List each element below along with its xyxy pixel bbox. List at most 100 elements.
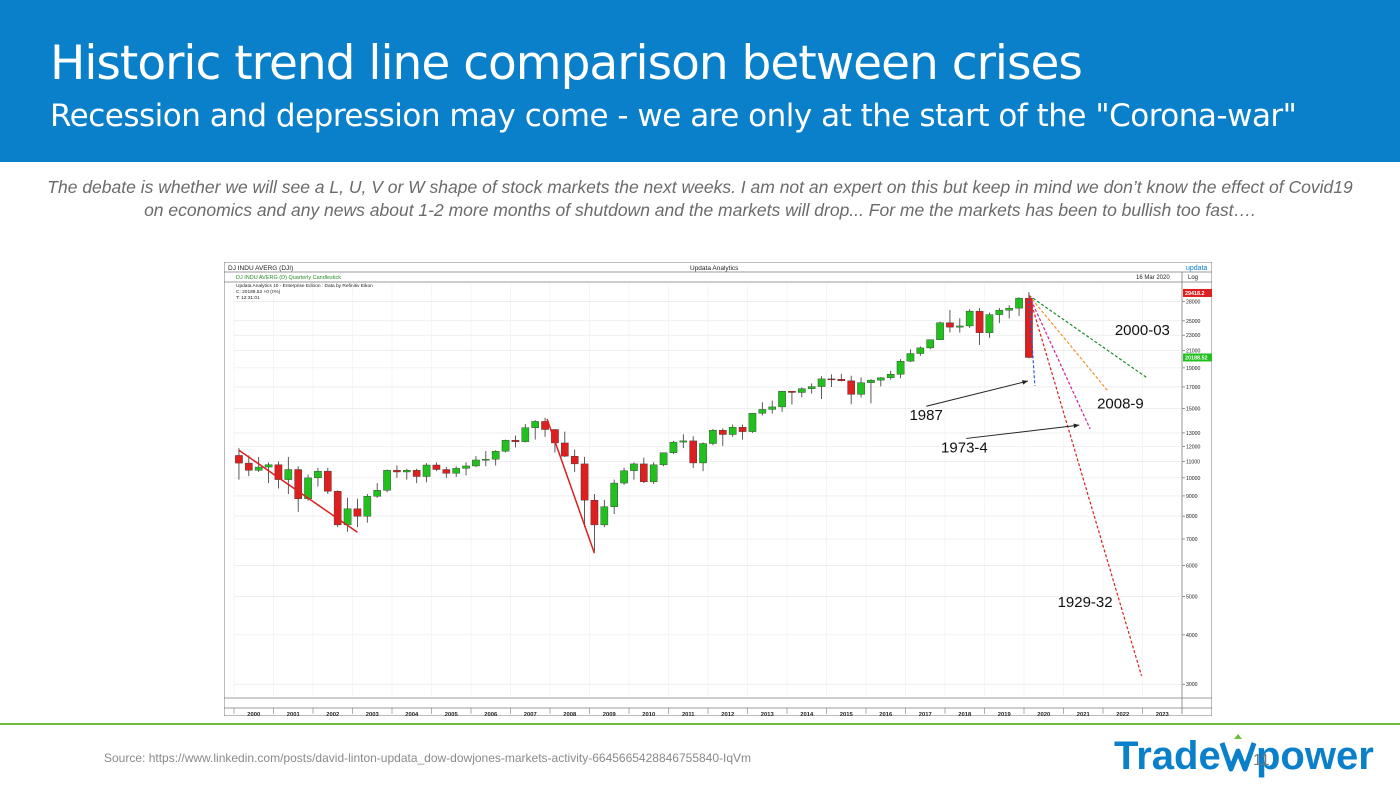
x-tick-label: 2000 (247, 712, 260, 716)
candle-body (363, 496, 372, 517)
candle-body (817, 378, 826, 387)
candle-body (798, 388, 806, 393)
candle-body (274, 464, 283, 480)
source-citation: Source: https://www.linkedin.com/posts/d… (104, 751, 752, 765)
candle-body (501, 439, 510, 452)
x-tick-label: 2004 (405, 712, 419, 716)
y-tick-label: 13000 (1186, 431, 1201, 437)
chart-series-label: DJ INDU AVERG (D) Quarterly Candlestick (236, 275, 341, 281)
candle-body (758, 409, 767, 414)
candle-body (916, 347, 925, 354)
candle-body (788, 391, 796, 393)
candle-body (452, 468, 460, 474)
y-tick-label: 5000 (1186, 595, 1198, 601)
candle-body (975, 310, 984, 333)
y-tick-label: 19000 (1186, 366, 1201, 372)
footer-divider (0, 723, 1400, 725)
candle-body (294, 469, 302, 500)
candle-body (482, 459, 490, 461)
candle-body (264, 464, 273, 468)
annotation-arrow (926, 380, 1029, 407)
x-tick-label: 2021 (1077, 712, 1091, 716)
annotation-arrowhead (1073, 423, 1080, 429)
candle-body (728, 427, 737, 435)
x-tick-label: 2013 (761, 712, 775, 716)
candle-body (314, 470, 322, 479)
candle-body (1015, 297, 1023, 309)
candle-body (630, 463, 638, 471)
x-tick-label: 2002 (326, 712, 339, 716)
y-tick-label: 10000 (1186, 476, 1201, 482)
y-tick-label: 8000 (1186, 514, 1198, 520)
y-tick-label: 12000 (1186, 445, 1201, 451)
chart-container: DJ INDU AVERG (DJI) Updata Analytics upd… (223, 261, 1213, 718)
candle-body (965, 310, 974, 327)
annotation-arrowhead (1022, 380, 1028, 385)
candle-body (689, 440, 697, 464)
y-tick-label: 28000 (1186, 299, 1201, 305)
chart-info-line-2: C: 20188.52 +0 (0%) (236, 289, 281, 295)
candle-body (847, 380, 855, 395)
candle-body (738, 427, 747, 432)
candle-body (857, 382, 865, 395)
candle-body (867, 379, 875, 383)
price-tag-label: 29418.2 (1185, 291, 1205, 297)
chart-log-label: Log (1188, 275, 1198, 281)
x-tick-label: 2003 (366, 712, 380, 716)
x-tick-label: 2005 (445, 712, 459, 716)
tradewpower-logo: Trade power (1114, 734, 1374, 778)
trend-line (1028, 295, 1109, 392)
trend-line (1028, 295, 1091, 430)
trend-lines-group (238, 294, 1148, 676)
x-tick-label: 2018 (958, 712, 972, 716)
candle-body (580, 463, 589, 501)
x-tick-label: 2012 (721, 712, 734, 716)
x-tick-label: 2014 (800, 712, 814, 716)
y-axis: 3000 4000 5000 6000 7000 8000 9000 10000 11000 12… (1182, 288, 1212, 688)
candle-body (422, 464, 431, 477)
candle-body (936, 322, 944, 340)
annotation-label: 1973-4 (941, 439, 988, 456)
candle-body (383, 470, 391, 491)
candle-body (640, 463, 648, 483)
candle-body (245, 462, 253, 471)
x-axis: 2000 2001 2002 2003 2004 2005 2006 2007 2008 2009… (233, 708, 1170, 718)
page-subtitle: Recession and depression may come - we a… (50, 98, 1297, 134)
chart-frame (223, 261, 1213, 717)
y-tick-label: 11000 (1186, 460, 1200, 466)
candlestick-chart: DJ INDU AVERG (DJI) Updata Analytics upd… (223, 261, 1213, 718)
annotation-label: 2008-9 (1097, 395, 1144, 412)
logo-text-trade: Trade (1114, 734, 1221, 778)
candle-body (610, 482, 618, 507)
page-title: Historic trend line comparison between c… (50, 36, 1083, 91)
candle-body (600, 506, 609, 526)
x-tick-label: 2006 (484, 712, 498, 716)
updata-logo-label: updata (1186, 265, 1208, 272)
x-tick-label: 2023 (1156, 712, 1170, 716)
candle-body (946, 322, 954, 328)
chart-top-left-label: DJ INDU AVERG (DJI) (228, 265, 293, 272)
y-tick-label: 6000 (1186, 563, 1198, 569)
candle-body (462, 465, 470, 469)
candle-body (906, 353, 915, 362)
y-tick-label: 23000 (1186, 333, 1201, 339)
candle-body (719, 429, 727, 435)
price-tag (1183, 353, 1212, 362)
x-tick-label: 2022 (1116, 712, 1129, 716)
annotation-label: 1987 (909, 407, 942, 424)
annotation-arrow (966, 424, 1080, 439)
annotation-label: 2000-03 (1115, 322, 1170, 339)
chart-grid (224, 272, 1212, 714)
y-tick-label: 17000 (1186, 385, 1201, 391)
x-tick-label: 2007 (524, 712, 537, 716)
trend-line (1028, 295, 1143, 676)
body-paragraph: The debate is whether we will see a L, U… (47, 177, 1353, 220)
candle-body (669, 441, 678, 453)
candle-body (896, 360, 905, 375)
y-tick-label: 7000 (1186, 537, 1198, 543)
candle-body (284, 469, 293, 480)
candle-body (679, 440, 688, 443)
x-tick-label: 2009 (603, 712, 617, 716)
chart-center-label: Updata Analytics (690, 265, 739, 272)
candles-group (235, 292, 1033, 552)
